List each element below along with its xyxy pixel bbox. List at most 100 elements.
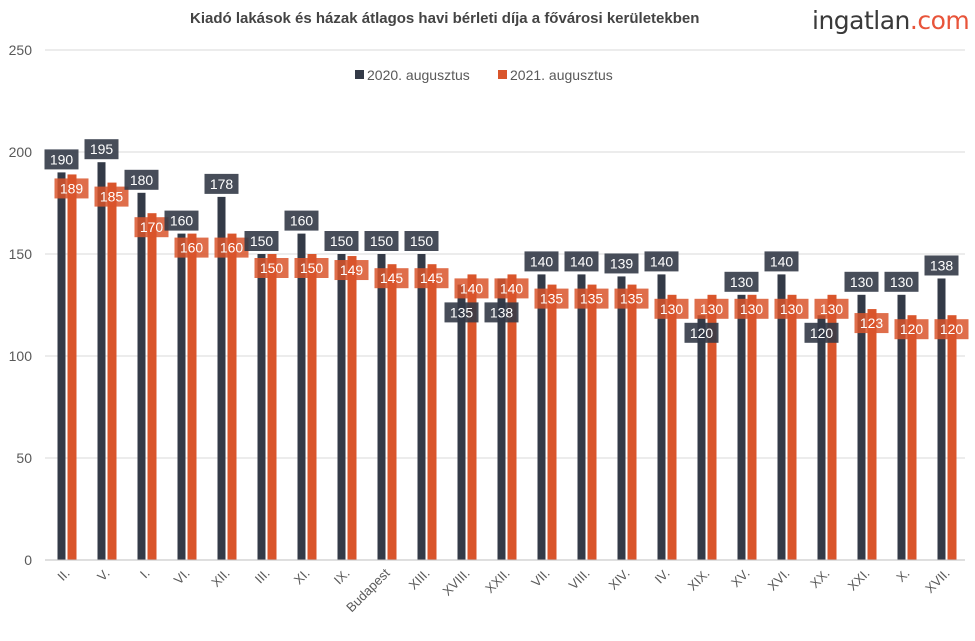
bar-2020 [297,233,306,560]
data-label-2021: 189 [60,180,84,196]
data-label-bg-2021 [934,319,969,340]
y-tick-label: 200 [9,144,33,160]
x-tick-label: XVII. [922,566,953,597]
x-tick-label: III. [252,566,273,587]
data-label-bg-2020 [684,322,719,343]
bar-2020 [417,254,426,560]
data-label-bg-2020 [484,302,519,323]
data-label-bg-2020 [124,169,159,190]
data-label-2020: 140 [650,253,674,269]
x-tick-label: VII. [528,566,552,590]
data-label-bg-2020 [844,271,879,292]
data-label-bg-2020 [644,251,679,272]
bar-2020 [697,315,706,560]
bar-2020 [817,315,826,560]
data-label-2020: 130 [730,274,754,290]
bar-2021 [347,256,357,560]
bar-2021 [627,284,637,560]
data-label-2021: 130 [820,301,844,317]
data-label-2020: 190 [50,151,74,167]
data-label-2020: 139 [610,255,634,271]
data-label-bg-2021 [174,237,209,258]
data-label-bg-2020 [604,253,639,274]
bar-2020 [257,254,266,560]
bar-2020 [737,294,746,560]
y-tick-label: 250 [9,42,33,58]
bar-2020 [57,172,66,560]
x-tick-label: XXI. [845,566,873,594]
data-label-2020: 150 [250,233,274,249]
data-label-2020: 180 [130,172,154,188]
data-label-2020: 140 [530,253,554,269]
bar-2020 [337,254,346,560]
data-label-bg-2020 [804,322,839,343]
bar-2020 [617,276,626,560]
x-tick-label: XVIII. [440,566,473,599]
data-label-bg-2020 [44,149,79,170]
x-tick-label: XVI. [765,566,793,594]
y-tick-label: 100 [9,348,33,364]
data-label-bg-2020 [924,255,959,276]
data-label-2020: 130 [850,274,874,290]
data-label-2021: 160 [220,240,244,256]
bar-2020 [377,254,386,560]
data-label-2021: 140 [500,280,524,296]
legend-swatch-2021 [498,70,507,79]
data-label-bg-2021 [774,298,809,319]
data-label-bg-2021 [414,268,449,289]
x-tick-label: Budapest [343,565,393,615]
legend-swatch-2020 [355,70,364,79]
data-label-bg-2021 [814,298,849,319]
bar-2020 [457,284,466,560]
data-label-bg-2021 [614,288,649,309]
x-tick-label: XIX. [685,566,713,594]
data-label-bg-2020 [284,210,319,231]
data-label-bg-2020 [764,251,799,272]
data-label-bg-2021 [734,298,769,319]
bar-2021 [387,264,397,560]
data-label-bg-2020 [884,271,919,292]
data-label-bg-2020 [444,302,479,323]
bar-2021 [867,309,877,560]
data-label-bg-2021 [574,288,609,309]
bar-2021 [467,274,477,560]
data-label-2021: 130 [740,301,764,317]
bar-2020 [177,233,186,560]
data-label-2020: 150 [370,233,394,249]
data-label-bg-2020 [84,139,119,160]
data-label-2021: 130 [660,301,684,317]
bar-2020 [97,162,106,560]
data-label-2021: 140 [460,280,484,296]
data-label-bg-2021 [134,217,169,238]
bar-2021 [947,315,957,560]
bar-2020 [537,274,546,560]
y-tick-label: 150 [9,246,33,262]
bar-2021 [547,284,557,560]
legend-label-2020: 2020. augusztus [367,67,470,83]
data-label-2020: 195 [90,141,114,157]
data-label-2021: 170 [140,219,164,235]
bar-2021 [507,274,517,560]
data-label-bg-2020 [404,231,439,251]
data-label-2021: 120 [940,321,964,337]
x-tick-label: XX. [807,566,832,591]
bar-2021 [667,294,677,560]
data-label-bg-2021 [374,268,409,289]
data-label-bg-2021 [454,278,489,299]
bar-2021 [187,233,197,560]
x-tick-label: XIII. [406,566,433,593]
data-label-bg-2020 [524,251,559,272]
data-label-2021: 135 [620,291,644,307]
x-tick-label: V. [94,566,112,584]
data-label-bg-2020 [364,231,399,251]
ingatlan-logo: ingatlan.com [812,6,970,35]
bar-2020 [897,294,906,560]
data-label-bg-2021 [94,186,129,207]
bar-2021 [787,294,797,560]
bar-2020 [657,274,666,560]
data-label-bg-2021 [254,258,289,278]
data-label-2020: 178 [210,176,234,192]
data-label-bg-2021 [654,298,689,319]
data-label-2021: 120 [900,321,924,337]
data-label-2020: 138 [930,257,954,273]
